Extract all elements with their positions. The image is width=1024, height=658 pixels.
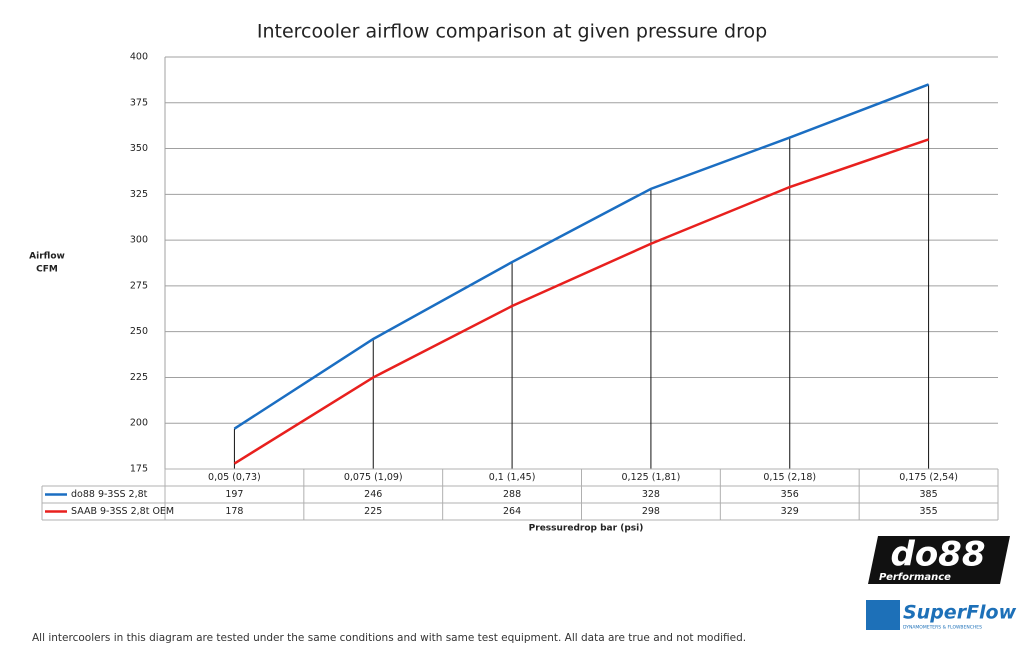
y-tick-label: 250 [130,326,148,337]
table-value: 288 [503,489,521,500]
legend-label: do88 9-3SS 2,8t [71,489,148,500]
y-tick-label: 400 [130,52,148,63]
table-value: 298 [642,506,660,517]
table-value: 328 [642,489,660,500]
x-axis-label: Pressuredrop bar (psi) [529,524,644,534]
do88-logo: do88 Performance [868,535,1010,584]
table-value: 385 [920,489,938,500]
y-tick-label: 225 [130,372,148,383]
logo-subtext: Performance [879,572,951,583]
x-tick-label: 0,125 (1,81) [622,472,681,483]
x-tick-label: 0,15 (2,18) [763,472,816,483]
table-value: 178 [225,506,243,517]
logo-icon [866,600,900,630]
y-tick-label: 275 [130,280,148,291]
series-line [233,138,929,465]
table-value: 329 [781,506,799,517]
superflow-logo: SuperFlow DYNAMOMETERS & FLOWBENCHES [866,600,1017,631]
x-tick-label: 0,05 (0,73) [208,472,261,483]
series-line [233,83,930,430]
chart-title: Intercooler airflow comparison at given … [257,21,767,43]
table-value: 264 [503,506,521,517]
y-tick-label: 175 [130,464,148,475]
footnote: All intercoolers in this diagram are tes… [32,632,746,644]
y-axis-label: CFM [36,265,58,275]
x-tick-label: 0,1 (1,45) [489,472,536,483]
logo-bg [868,536,1010,584]
logo-text: do88 [890,535,985,575]
table-value: 225 [364,506,382,517]
y-axis-label: Airflow [29,252,65,262]
table-value: 355 [920,506,938,517]
y-tick-label: 300 [130,235,148,246]
x-tick-label: 0,175 (2,54) [899,472,958,483]
legend-label: SAAB 9-3SS 2,8t OEM [71,506,174,517]
table-value: 197 [225,489,243,500]
y-tick-label: 200 [130,418,148,429]
logo-subtext: DYNAMOMETERS & FLOWBENCHES [903,625,982,631]
y-tick-label: 350 [130,143,148,154]
y-tick-label: 325 [130,189,148,200]
table-value: 246 [364,489,382,500]
table-value: 356 [781,489,799,500]
y-tick-label: 375 [130,97,148,108]
logo-text: SuperFlow [903,602,1017,624]
x-tick-label: 0,075 (1,09) [344,472,403,483]
